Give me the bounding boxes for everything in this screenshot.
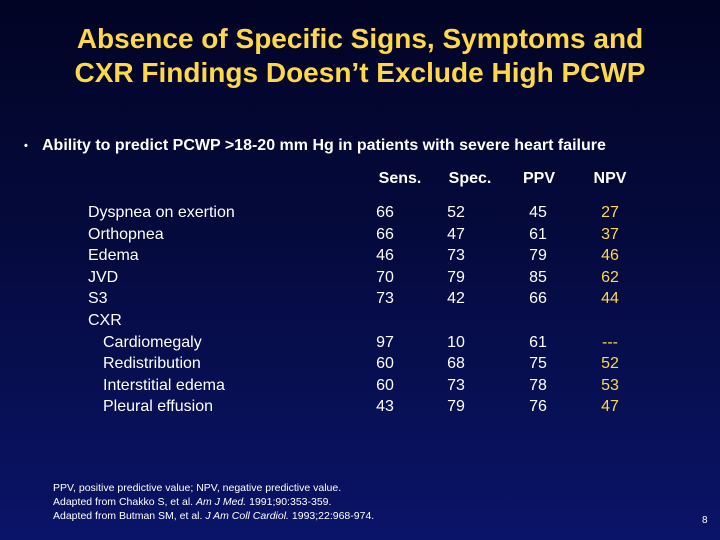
npv-cell: 62 (601, 268, 619, 286)
header-spec: Spec. (448, 170, 492, 187)
citation-2-prefix: Adapted from Butman SM, et al. (53, 510, 206, 522)
header-npv: NPV (593, 170, 627, 187)
npv-cell: 52 (601, 355, 619, 373)
sens-cell: 66 (376, 225, 394, 243)
footnote: PPV, positive predictive value; NPV, neg… (53, 481, 374, 523)
sens-cell: 70 (376, 268, 394, 286)
footnote-citation-1: Adapted from Chakko S, et al. Am J Med. … (53, 495, 374, 509)
sens-cell: 66 (376, 204, 394, 221)
spec-cell: 10 (447, 333, 465, 351)
footnote-citation-2: Adapted from Butman SM, et al. J Am Coll… (53, 509, 374, 523)
row-label: JVD (88, 268, 119, 286)
sens-cell: 60 (376, 355, 394, 373)
row-label: Edema (88, 247, 139, 265)
row-label: Dyspnea on exertion (88, 204, 235, 221)
citation-2-suffix: 1993;22:968-974. (288, 510, 375, 522)
npv-cell: 53 (601, 376, 619, 394)
spec-cell: 79 (447, 398, 465, 416)
sens-cell: 60 (376, 376, 394, 394)
spec-cell: 68 (447, 355, 465, 373)
spec-cell: 52 (447, 204, 465, 221)
spec-cell: 79 (447, 268, 465, 286)
npv-column: 27 37 46 62 44 --- 52 53 47 (590, 202, 630, 418)
ppv-cell: 76 (529, 398, 547, 416)
spec-cell: 42 (447, 290, 465, 308)
bullet-point: • (24, 140, 28, 152)
sens-column: 66 66 46 70 73 97 60 60 43 (365, 202, 405, 418)
ppv-cell: 66 (529, 290, 547, 308)
sens-cell: 43 (376, 398, 394, 416)
spec-cell: 73 (447, 376, 465, 394)
npv-cell: 47 (601, 398, 619, 416)
header-ppv: PPV (522, 170, 555, 187)
sens-cell: 97 (376, 333, 394, 351)
npv-cell (590, 310, 630, 332)
citation-1-journal: Am J Med. (196, 496, 247, 508)
ppv-cell: 61 (529, 225, 547, 243)
row-labels: Dyspnea on exertion Orthopnea Edema JVD … (88, 202, 235, 418)
row-label: S3 (88, 290, 108, 308)
citation-1-prefix: Adapted from Chakko S, et al. (53, 496, 196, 508)
citation-1-suffix: 1991;90:353-359. (246, 496, 332, 508)
footnote-abbreviations: PPV, positive predictive value; NPV, neg… (53, 482, 342, 494)
row-label: CXR (88, 311, 122, 329)
sens-cell (365, 310, 405, 332)
ppv-cell: 61 (529, 333, 547, 351)
row-label: Cardiomegaly (103, 333, 202, 351)
header-sens: Sens. (378, 170, 422, 187)
npv-cell: --- (602, 333, 618, 351)
npv-cell: 27 (601, 204, 619, 221)
ppv-cell: 75 (529, 355, 547, 373)
spec-cell: 47 (447, 225, 465, 243)
title-line-1: Absence of Specific Signs, Symptoms and (76, 23, 644, 54)
ppv-cell: 85 (529, 268, 547, 286)
row-label: Interstitial edema (103, 376, 225, 394)
ppv-cell (518, 310, 558, 332)
npv-cell: 46 (601, 247, 619, 265)
slide-title: Absence of Specific Signs, Symptoms and … (0, 22, 720, 90)
row-label: Orthopnea (88, 225, 164, 243)
spec-cell (436, 310, 476, 332)
page-number: 8 (702, 515, 708, 526)
title-line-2: CXR Findings Doesn’t Exclude High PCWP (74, 57, 646, 88)
npv-cell: 37 (601, 225, 619, 243)
sens-cell: 73 (376, 290, 394, 308)
ppv-cell: 78 (529, 376, 547, 394)
sens-cell: 46 (376, 247, 394, 265)
citation-2-journal: J Am Coll Cardiol. (205, 510, 289, 522)
row-label: Redistribution (103, 355, 201, 373)
ppv-cell: 79 (529, 247, 547, 265)
spec-cell: 73 (447, 247, 465, 265)
row-label: Pleural effusion (103, 398, 213, 416)
ppv-cell: 45 (529, 204, 547, 221)
subtitle: Ability to predict PCWP >18-20 mm Hg in … (42, 137, 606, 154)
ppv-column: 45 61 79 85 66 61 75 78 76 (518, 202, 558, 418)
spec-column: 52 47 73 79 42 10 68 73 79 (436, 202, 476, 418)
npv-cell: 44 (601, 290, 619, 308)
